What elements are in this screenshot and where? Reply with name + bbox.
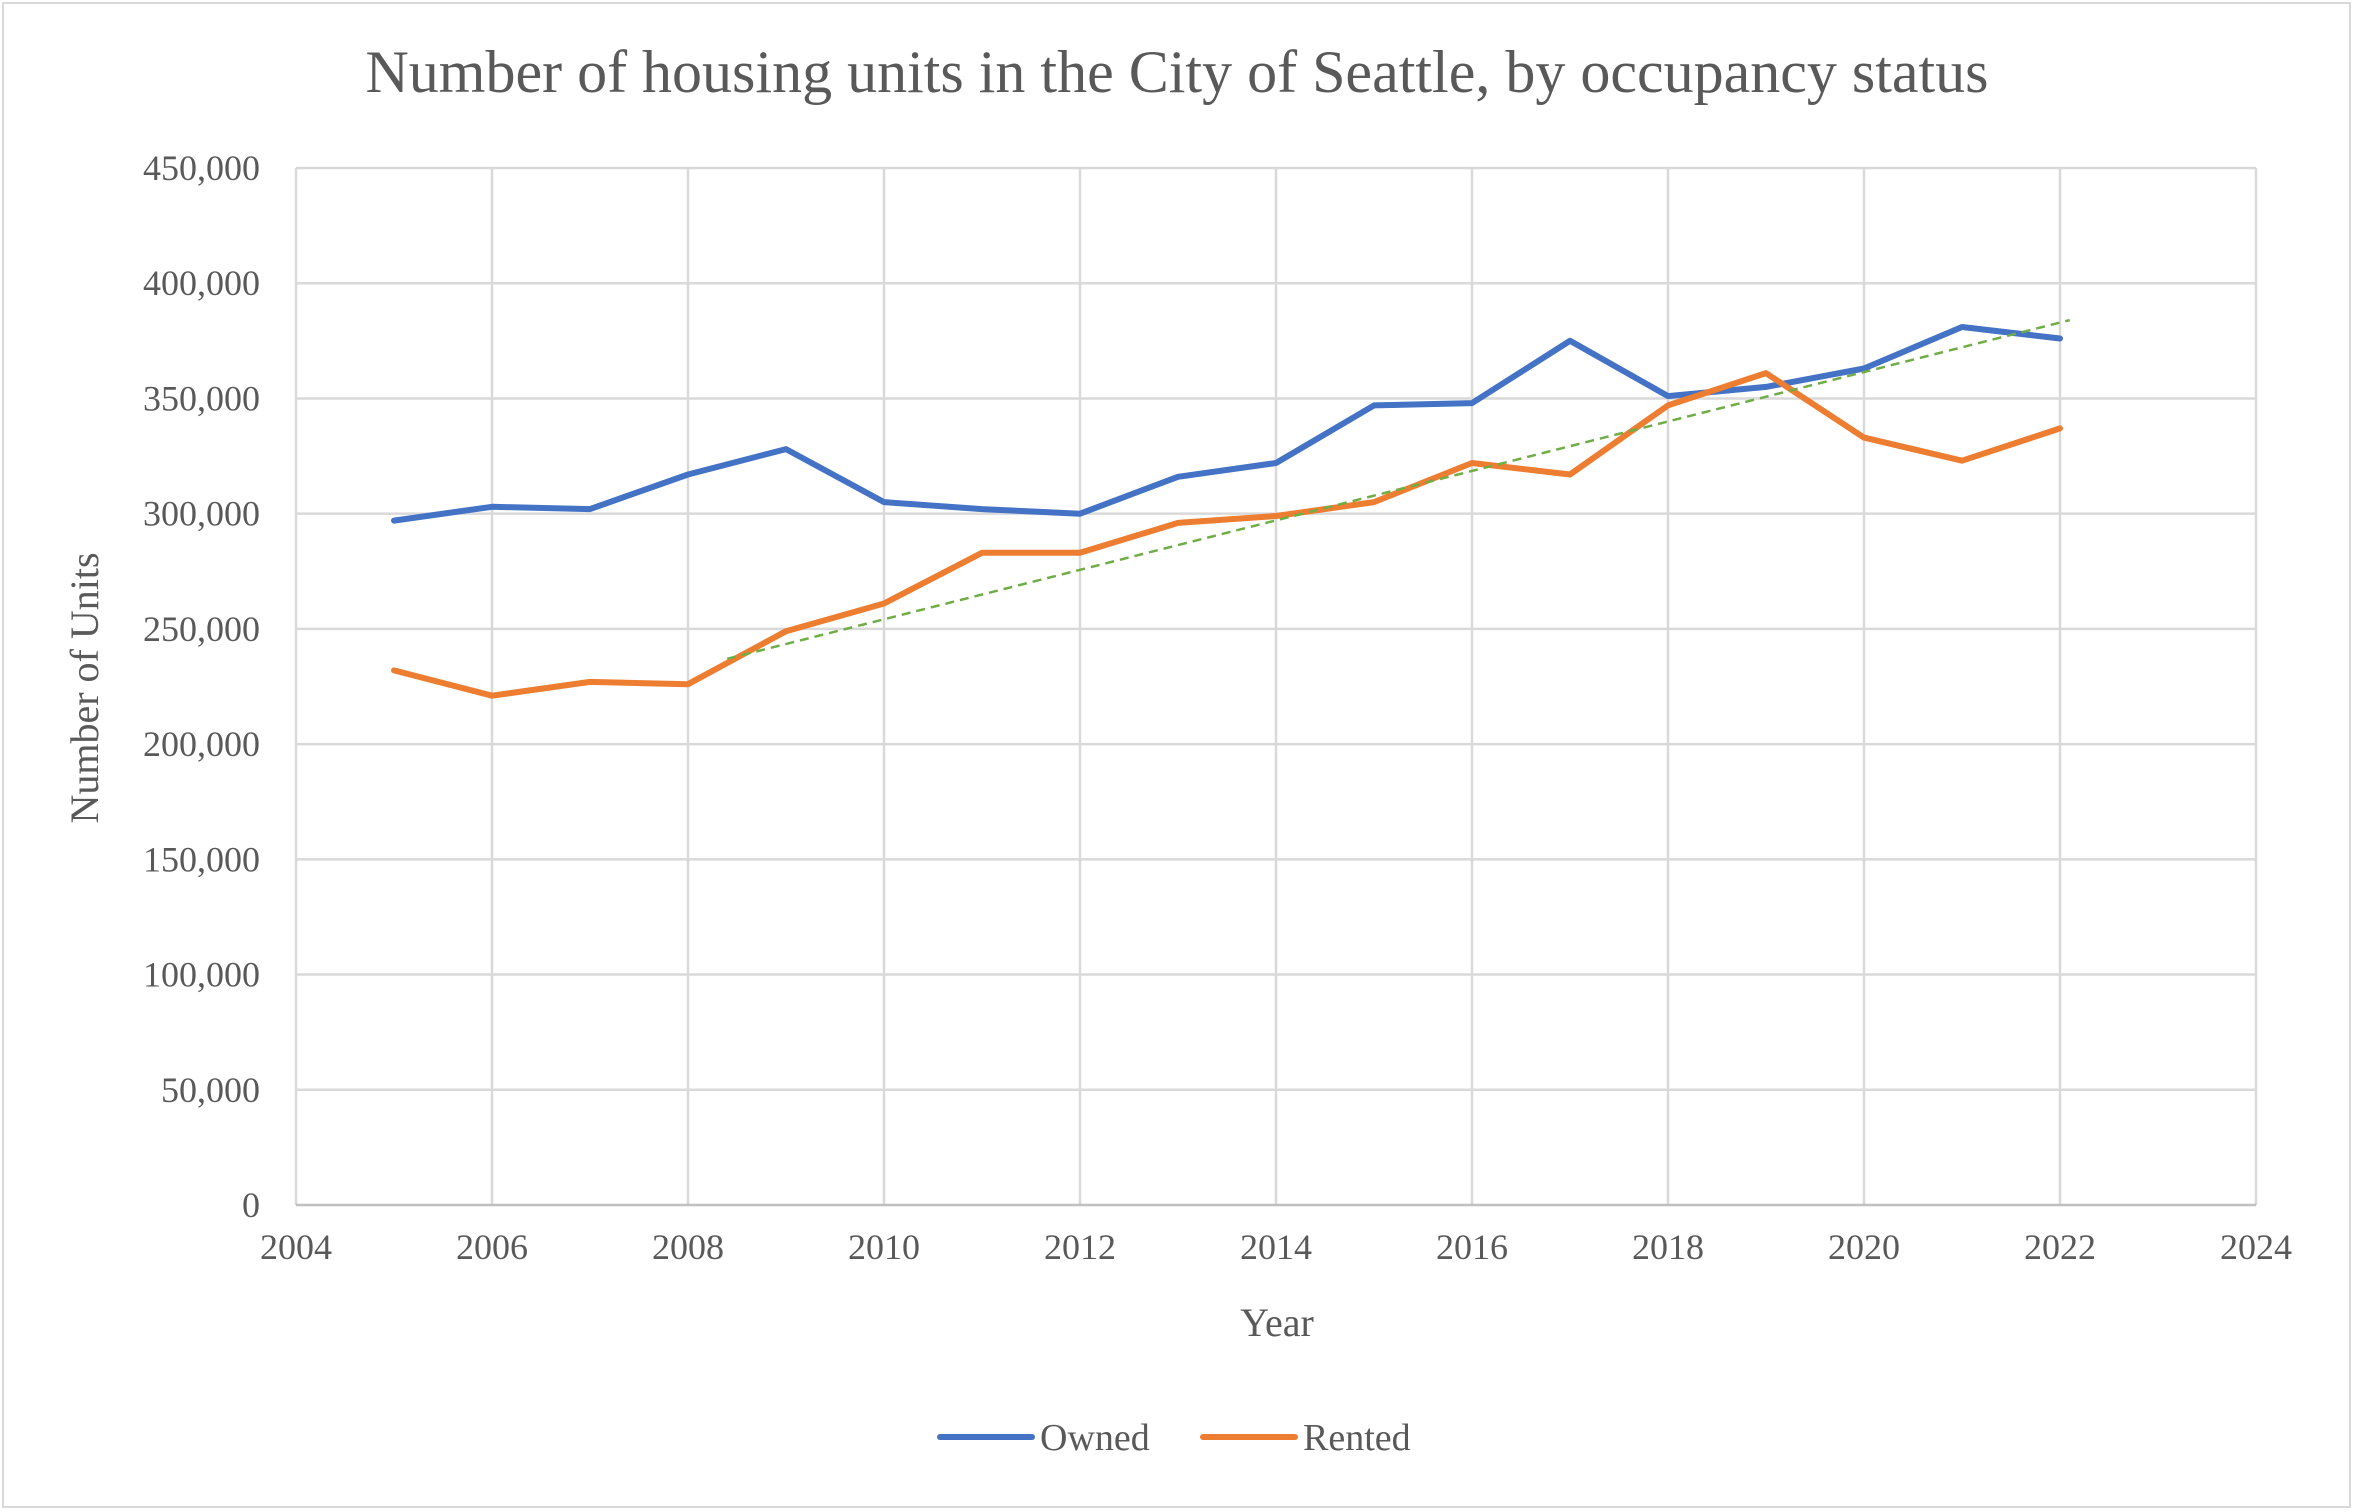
- y-tick-label: 0: [242, 1185, 260, 1225]
- y-tick-label: 350,000: [143, 378, 260, 418]
- x-tick-label: 2020: [1828, 1227, 1900, 1267]
- x-tick-label: 2022: [2024, 1227, 2096, 1267]
- x-axis-title: Year: [1240, 1300, 1314, 1345]
- series-line-rented: [391, 370, 2063, 699]
- y-tick-label: 50,000: [161, 1070, 260, 1110]
- gridlines: [294, 166, 2258, 1205]
- trendline: [726, 318, 2071, 661]
- x-tick-label: 2010: [848, 1227, 920, 1267]
- y-tick-label: 400,000: [143, 263, 260, 303]
- x-tick-label: 2004: [260, 1227, 332, 1267]
- x-tick-label: 2016: [1436, 1227, 1508, 1267]
- x-tick-label: 2006: [456, 1227, 528, 1267]
- legend-label-owned: Owned: [1040, 1417, 1150, 1459]
- x-tick-label: 2008: [652, 1227, 724, 1267]
- chart-title: Number of housing units in the City of S…: [365, 39, 1988, 105]
- legend-label-rented: Rented: [1303, 1417, 1411, 1459]
- y-tick-label: 250,000: [143, 609, 260, 649]
- tick-labels: 0 50,000 100,000 150,000 200,000 250,000 300,0…: [143, 148, 2292, 1267]
- x-tick-label: 2018: [1632, 1227, 1704, 1267]
- series-lines: [391, 318, 2071, 699]
- legend: Owned Rented: [937, 1417, 1411, 1459]
- y-tick-label: 200,000: [143, 724, 260, 764]
- y-tick-label: 150,000: [143, 839, 260, 879]
- x-tick-label: 2014: [1240, 1227, 1312, 1267]
- series-line-owned: [391, 324, 2063, 524]
- y-tick-label: 100,000: [143, 955, 260, 995]
- y-tick-label: 300,000: [143, 494, 260, 534]
- y-axis-title: Number of Units: [62, 552, 107, 823]
- x-tick-label: 2012: [1044, 1227, 1116, 1267]
- y-tick-label: 450,000: [143, 148, 260, 188]
- x-tick-label: 2024: [2220, 1227, 2292, 1267]
